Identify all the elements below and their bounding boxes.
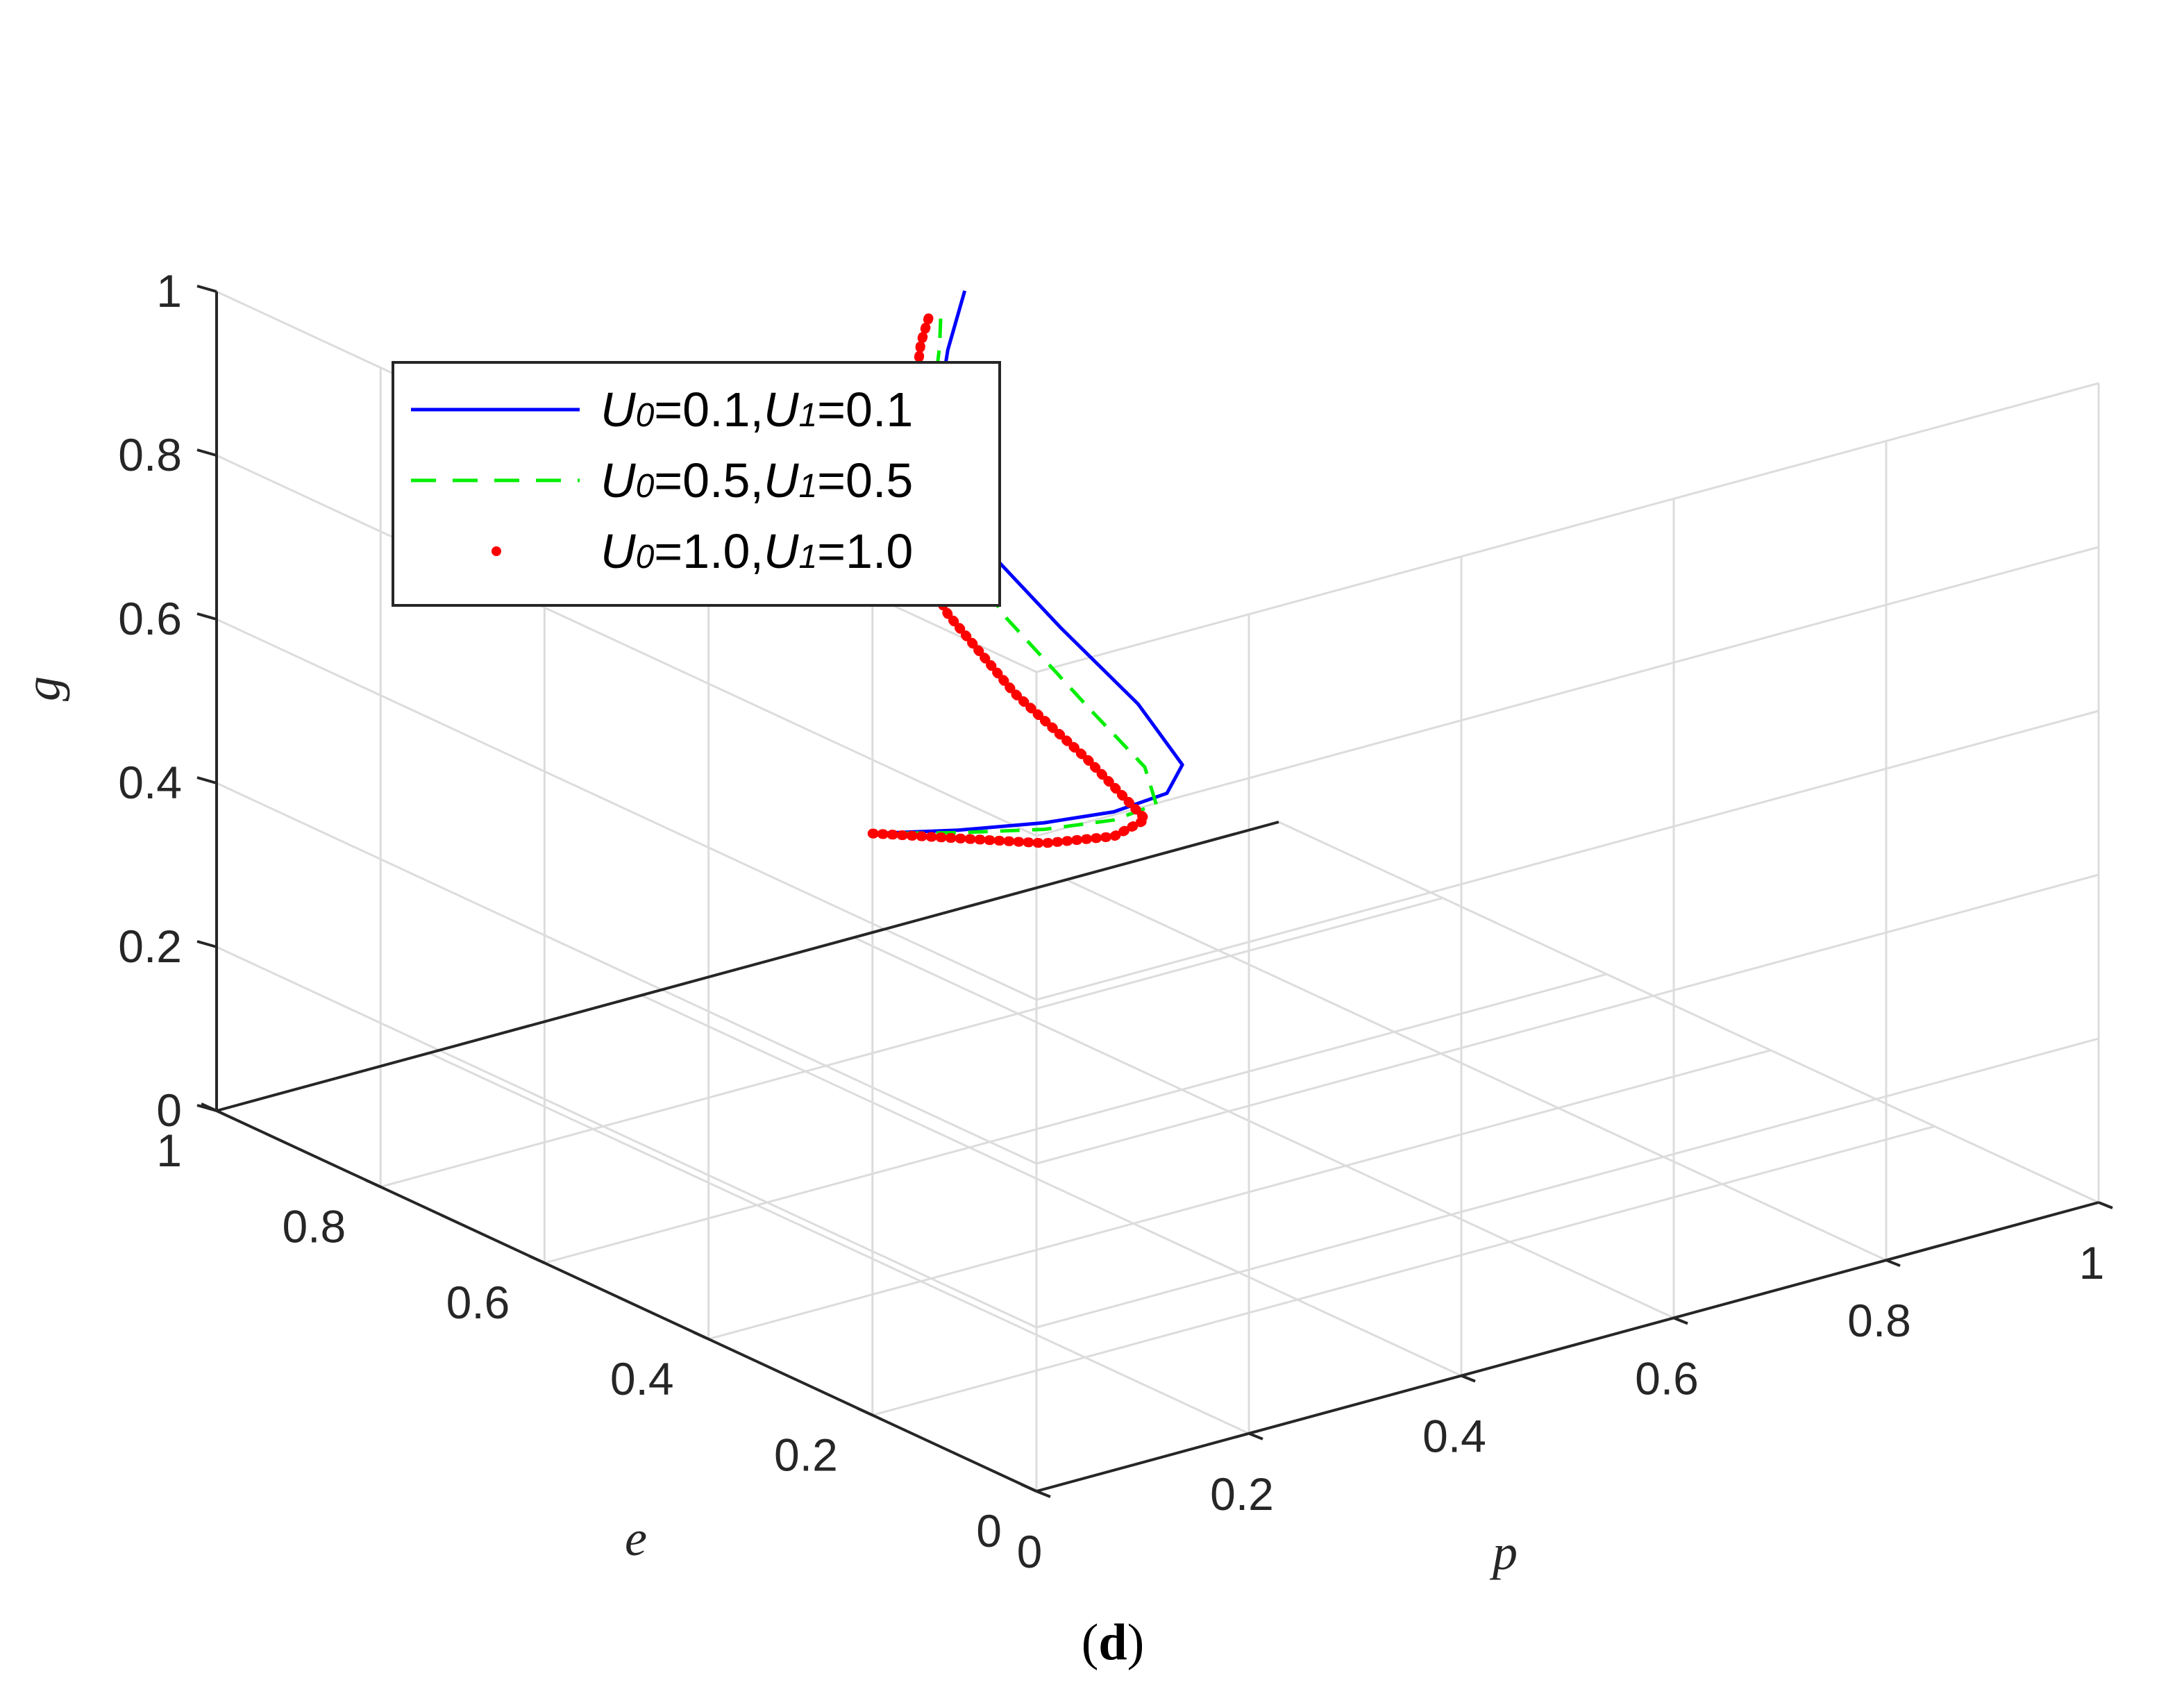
grid-floor-p [1278,821,2099,1204]
grid-wall-g2 [1036,710,2099,1001]
grid-wall-g2 [1036,546,2099,837]
g-tick [196,776,217,784]
g-tick [196,448,217,457]
g-tick [196,612,217,621]
p-tick [1673,1316,1688,1325]
g-tick-label: 0 [156,1084,182,1136]
p-axis-line [216,821,1279,1112]
grid-floor-p [428,1052,1250,1435]
grid-floor-p [1066,878,1887,1261]
e-tick [856,1407,873,1417]
legend-label-1: U0=0.1,U1=0.1 [600,383,913,437]
p-tick-label: 0.8 [1847,1295,1911,1346]
legend-marker-3 [492,546,501,556]
grid-floor-p [641,994,1462,1377]
p-axis-base [1036,1201,2099,1493]
g-tick-label: 0.8 [118,429,182,480]
legend: U0=0.1,U1=0.1 U0=0.5,U1=0.5 U0=1.0,U1=1.0 [392,361,1001,607]
g-tick [196,940,217,948]
p-tick [2098,1201,2113,1209]
p-tick [1461,1374,1476,1383]
p-tick-label: 0.2 [1210,1468,1274,1520]
panel-label-open: ( [1082,1614,1099,1671]
e-tick-label: 1 [156,1125,182,1176]
x-axis-label: p [1489,1525,1518,1580]
panel-label: (d) [1082,1614,1144,1671]
e-tick-label: 0 [976,1505,1002,1556]
z-axis-label: g [15,676,70,701]
grid-wall-g2 [1036,382,2099,673]
g-tick-label: 0.6 [118,593,182,644]
e-tick [364,1178,382,1189]
grid-wall-g [216,782,1037,1165]
g-tick-label: 0.2 [118,921,182,972]
grid-wall-g2 [1036,873,2099,1165]
p-tick [1036,1490,1051,1498]
g-tick [196,285,217,293]
legend-box [392,361,1001,607]
legend-label-2: U0=0.5,U1=0.5 [600,453,913,507]
e-tick [692,1330,709,1341]
e-tick-label: 0.2 [774,1429,838,1480]
grid-wall-g [216,946,1037,1329]
p-tick-label: 0.6 [1635,1352,1699,1404]
g-tick-label: 1 [156,265,182,317]
p-tick-label: 0 [1017,1526,1043,1577]
grid-floor-e [872,1125,1935,1416]
p-tick-label: 0.4 [1422,1411,1486,1462]
grid-wall-g2 [1036,1037,2099,1329]
y-axis-label: e [625,1511,647,1566]
panel-label-letter: d [1098,1614,1127,1671]
e-tick-label: 0.8 [282,1201,346,1252]
e-tick-label: 0.4 [610,1353,674,1404]
p-tick-label: 1 [2079,1237,2105,1289]
g-tick-label: 0.4 [118,757,182,808]
e-tick [528,1254,546,1265]
p-tick [1248,1432,1263,1441]
tick-labels: 00.20.40.60.8100.20.40.60.8100.20.40.60.… [118,265,2104,1577]
axes [196,285,2113,1498]
legend-label-3: U0=1.0,U1=1.0 [600,524,913,578]
p-tick [1885,1259,1901,1268]
e-tick [201,1102,217,1112]
grid-floor-e [708,1049,1771,1341]
e-tick-label: 0.6 [446,1277,510,1328]
grid-wall-g [216,618,1037,1001]
e-tick [1020,1483,1037,1493]
grid-wall-g [216,454,1037,837]
e-axis-line [216,1109,1037,1493]
panel-label-close: ) [1127,1614,1145,1671]
grid-floor-e [544,973,1607,1264]
grid-floor-e [380,897,1443,1189]
grid-floor-p [853,937,1674,1319]
